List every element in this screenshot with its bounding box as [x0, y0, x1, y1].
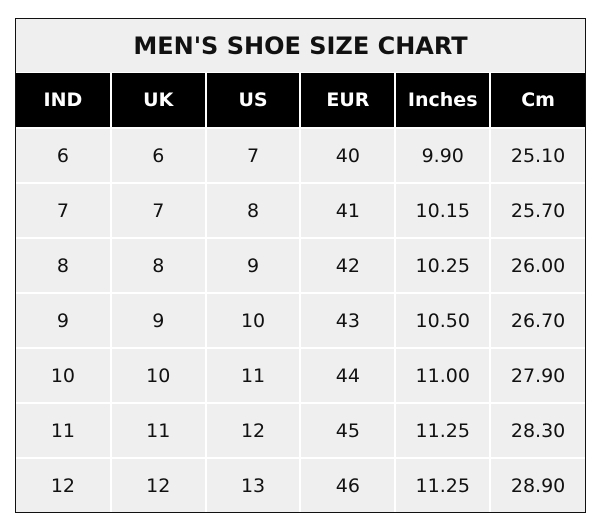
table-cell: 42 [299, 237, 396, 293]
size-chart: MEN'S SHOE SIZE CHART IND UK US EUR Inches Cm… [15, 18, 586, 513]
table-cell: 40 [299, 127, 396, 183]
table-cell: 12 [109, 457, 206, 512]
table-cell: 10.15 [394, 182, 491, 238]
table-row: 9 9 10 43 10.50 26.70 [16, 292, 585, 348]
column-header: EUR [299, 73, 396, 128]
table-cell: 28.30 [489, 402, 585, 458]
table-row: 10 10 11 44 11.00 27.90 [16, 347, 585, 403]
table-row: 7 7 8 41 10.15 25.70 [16, 182, 585, 238]
column-header: IND [16, 73, 111, 128]
table-cell: 8 [16, 237, 111, 293]
table-cell: 7 [109, 182, 206, 238]
table-cell: 45 [299, 402, 396, 458]
chart-title: MEN'S SHOE SIZE CHART [16, 19, 585, 73]
table-cell: 12 [204, 402, 301, 458]
table-cell: 11 [204, 347, 301, 403]
table-cell: 44 [299, 347, 396, 403]
table-cell: 7 [204, 127, 301, 183]
table-cell: 46 [299, 457, 396, 512]
table-cell: 10 [16, 347, 111, 403]
table-cell: 25.70 [489, 182, 585, 238]
table-cell: 9.90 [394, 127, 491, 183]
table-cell: 10.50 [394, 292, 491, 348]
table-row: 6 6 7 40 9.90 25.10 [16, 127, 585, 183]
table-row: 8 8 9 42 10.25 26.00 [16, 237, 585, 293]
table-cell: 11.25 [394, 402, 491, 458]
table-cell: 10.25 [394, 237, 491, 293]
table-cell: 9 [204, 237, 301, 293]
column-header: US [204, 73, 301, 128]
table-cell: 43 [299, 292, 396, 348]
size-table: IND UK US EUR Inches Cm 6 6 7 40 9.90 25.10 7 7 8 41 10… [16, 73, 585, 512]
table-cell: 13 [204, 457, 301, 512]
table-cell: 8 [109, 237, 206, 293]
column-header: Inches [394, 73, 491, 128]
table-cell: 27.90 [489, 347, 585, 403]
table-cell: 6 [16, 127, 111, 183]
table-cell: 10 [109, 347, 206, 403]
table-cell: 11 [16, 402, 111, 458]
table-cell: 41 [299, 182, 396, 238]
header-row: IND UK US EUR Inches Cm [16, 73, 585, 128]
table-cell: 11.00 [394, 347, 491, 403]
column-header: Cm [489, 73, 585, 128]
table-cell: 9 [16, 292, 111, 348]
table-cell: 11.25 [394, 457, 491, 512]
table-row: 11 11 12 45 11.25 28.30 [16, 402, 585, 458]
table-cell: 28.90 [489, 457, 585, 512]
table-cell: 8 [204, 182, 301, 238]
table-cell: 9 [109, 292, 206, 348]
table-cell: 25.10 [489, 127, 585, 183]
table-cell: 26.00 [489, 237, 585, 293]
table-row: 12 12 13 46 11.25 28.90 [16, 457, 585, 512]
table-cell: 11 [109, 402, 206, 458]
table-cell: 6 [109, 127, 206, 183]
column-header: UK [109, 73, 206, 128]
table-cell: 12 [16, 457, 111, 512]
table-cell: 10 [204, 292, 301, 348]
table-cell: 7 [16, 182, 111, 238]
table-cell: 26.70 [489, 292, 585, 348]
